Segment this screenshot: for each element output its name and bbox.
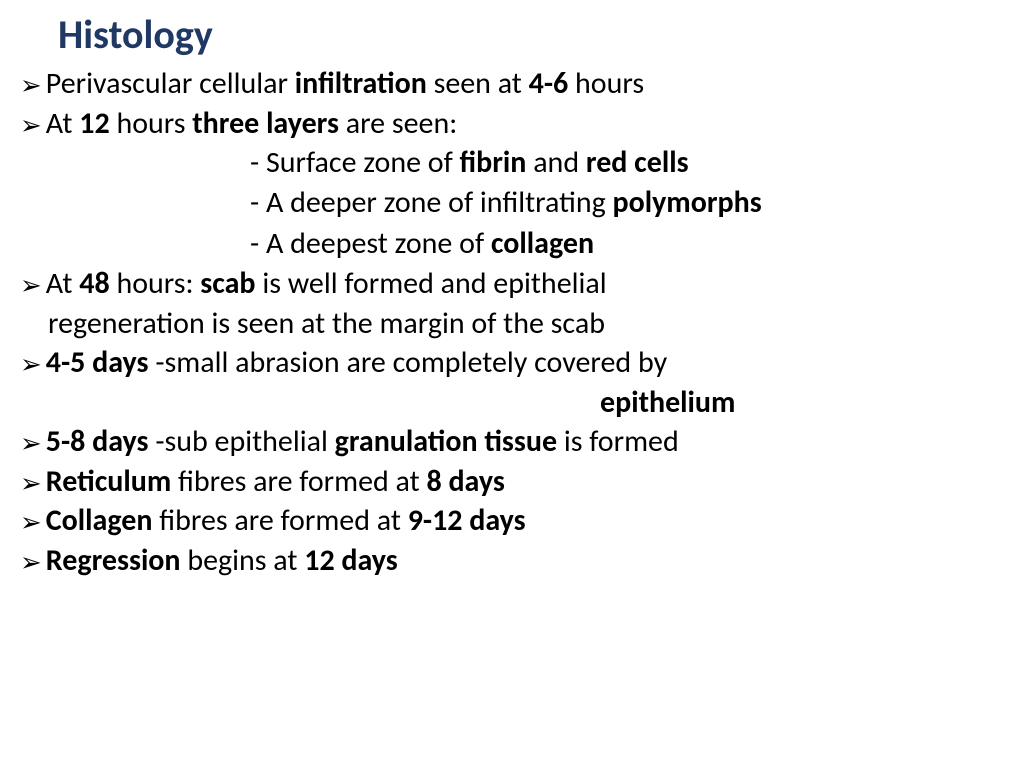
bullet-arrow-icon: ➢ — [20, 546, 42, 579]
bullet-arrow-icon: ➢ — [20, 69, 42, 102]
bullet-arrow-icon: ➢ — [20, 467, 42, 500]
bullet-text: 5-8 days -sub epithelial granulation tis… — [46, 423, 1004, 461]
bullet-arrow-icon: ➢ — [20, 269, 42, 302]
sub-bullet: - Surface zone of fibrin and red cells — [250, 144, 1004, 182]
bullet-trailing-word: epithelium — [600, 384, 1004, 422]
bullet-item: ➢At 48 hours: scab is well formed and ep… — [20, 265, 1004, 303]
bullet-text: 4-5 days -small abrasion are completely … — [46, 344, 1004, 382]
bullet-item: ➢5-8 days -sub epithelial granulation ti… — [20, 423, 1004, 461]
bullet-arrow-icon: ➢ — [20, 348, 42, 381]
bullet-text: At 48 hours: scab is well formed and epi… — [46, 265, 1004, 303]
bullet-text: Perivascular cellular infiltration seen … — [46, 65, 1004, 103]
sub-bullet: - A deepest zone of collagen — [250, 225, 1004, 263]
bullet-item: ➢4-5 days -small abrasion are completely… — [20, 344, 1004, 382]
bullet-item: ➢Collagen fibres are formed at 9-12 days — [20, 502, 1004, 540]
bullet-arrow-icon: ➢ — [20, 109, 42, 142]
bullet-item: ➢Regression begins at 12 days — [20, 542, 1004, 580]
slide-content: ➢Perivascular cellular infiltration seen… — [20, 65, 1004, 579]
slide-title: Histology — [58, 10, 1004, 59]
bullet-text: Regression begins at 12 days — [46, 542, 1004, 580]
bullet-arrow-icon: ➢ — [20, 427, 42, 460]
bullet-text: At 12 hours three layers are seen: — [46, 105, 1004, 143]
bullet-text: Collagen fibres are formed at 9-12 days — [46, 502, 1004, 540]
bullet-item: ➢At 12 hours three layers are seen: — [20, 105, 1004, 143]
sub-bullet: - A deeper zone of infiltrating polymorp… — [250, 184, 1004, 222]
bullet-item: ➢Reticulum fibres are formed at 8 days — [20, 463, 1004, 501]
bullet-item: ➢Perivascular cellular infiltration seen… — [20, 65, 1004, 103]
bullet-continuation: regeneration is seen at the margin of th… — [48, 305, 1004, 343]
bullet-text: Reticulum fibres are formed at 8 days — [46, 463, 1004, 501]
bullet-arrow-icon: ➢ — [20, 506, 42, 539]
